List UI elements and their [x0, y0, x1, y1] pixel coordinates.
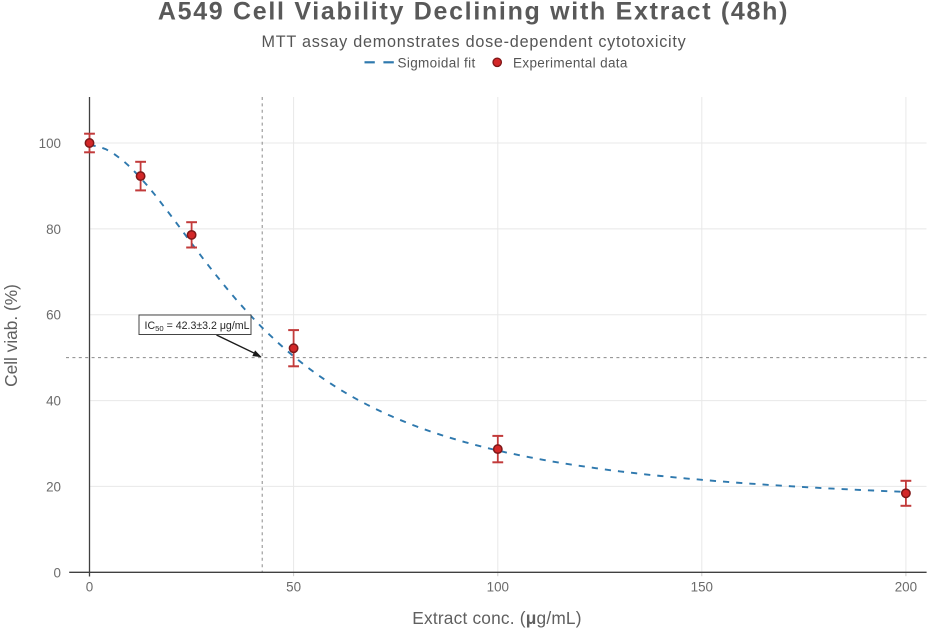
svg-text:80: 80	[46, 222, 61, 237]
svg-text:0: 0	[86, 579, 93, 594]
svg-text:Experimental data: Experimental data	[513, 56, 628, 71]
svg-text:40: 40	[46, 394, 61, 409]
svg-text:150: 150	[691, 579, 713, 594]
svg-text:0: 0	[54, 565, 61, 580]
svg-text:100: 100	[39, 136, 61, 151]
svg-text:Extract conc. (μg/mL): Extract conc. (μg/mL)	[412, 608, 581, 628]
svg-text:50: 50	[286, 579, 301, 594]
svg-text:Sigmoidal fit: Sigmoidal fit	[398, 56, 476, 71]
svg-text:Cell viab. (%): Cell viab. (%)	[1, 284, 21, 387]
svg-text:A549 Cell Viability Declining: A549 Cell Viability Declining with Extra…	[158, 0, 789, 26]
svg-text:200: 200	[895, 579, 917, 594]
svg-text:IC50 = 42.3±3.2 μg/mL: IC50 = 42.3±3.2 μg/mL	[145, 320, 250, 333]
svg-text:MTT assay demonstrates dose-de: MTT assay demonstrates dose-dependent cy…	[262, 33, 687, 51]
svg-text:20: 20	[46, 479, 61, 494]
svg-text:60: 60	[46, 308, 61, 323]
svg-text:100: 100	[487, 579, 509, 594]
